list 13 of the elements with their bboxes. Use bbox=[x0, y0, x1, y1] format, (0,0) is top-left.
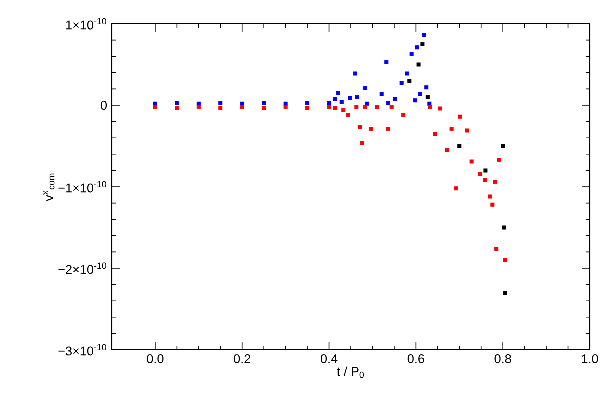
y-tick-label: −2×10$^{-10}$ bbox=[58, 262, 106, 274]
y-tick-label: 1×10$^{-10}$ bbox=[66, 18, 106, 30]
x-tick-label: 0.0 bbox=[147, 354, 164, 364]
y-axis-title: v$^{x}$com bbox=[44, 174, 55, 202]
y-tick-label: −1×10$^{-10}$ bbox=[58, 181, 106, 193]
x-tick-label: 0.6 bbox=[408, 354, 424, 364]
x-tick-label: 0.4 bbox=[320, 354, 338, 364]
y-tick-label: 0 bbox=[100, 101, 108, 110]
x-tick-label: 0.8 bbox=[494, 354, 512, 364]
x-tick-label: 1.0 bbox=[582, 354, 598, 364]
x-tick-label: 0.2 bbox=[234, 354, 251, 364]
y-tick-label: −3×10$^{-10}$ bbox=[58, 344, 106, 356]
x-axis-title: t / P$_{0}$ bbox=[337, 366, 364, 378]
